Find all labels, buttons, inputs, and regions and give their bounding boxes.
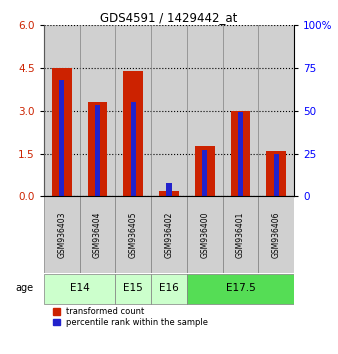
Bar	[159, 191, 179, 196]
Bar	[52, 68, 72, 196]
Bar	[166, 183, 172, 196]
Bar	[44, 25, 80, 196]
Bar	[273, 154, 279, 196]
Bar	[130, 102, 136, 196]
Bar	[88, 102, 107, 196]
Bar	[151, 25, 187, 196]
Title: GDS4591 / 1429442_at: GDS4591 / 1429442_at	[100, 11, 238, 24]
Text: GSM936403: GSM936403	[57, 211, 66, 258]
Text: E14: E14	[70, 283, 90, 293]
Bar	[223, 25, 258, 196]
Bar	[115, 274, 151, 304]
Text: GSM936402: GSM936402	[165, 211, 173, 258]
Legend: transformed count, percentile rank within the sample: transformed count, percentile rank withi…	[53, 308, 209, 327]
Bar	[195, 147, 215, 196]
Bar	[258, 25, 294, 196]
Bar	[187, 25, 223, 196]
Bar	[80, 196, 115, 273]
Bar	[202, 150, 208, 196]
Bar	[231, 111, 250, 196]
Text: GSM936406: GSM936406	[272, 211, 281, 258]
Bar	[115, 25, 151, 196]
Text: age: age	[15, 283, 33, 293]
Bar	[151, 196, 187, 273]
Text: GSM936405: GSM936405	[129, 211, 138, 258]
Bar	[258, 196, 294, 273]
Bar	[266, 151, 286, 196]
Text: E17.5: E17.5	[225, 283, 255, 293]
Bar	[44, 274, 115, 304]
Bar	[151, 274, 187, 304]
Bar	[80, 25, 115, 196]
Text: E16: E16	[159, 283, 179, 293]
Text: GSM936400: GSM936400	[200, 211, 209, 258]
Bar	[187, 274, 294, 304]
Bar	[115, 196, 151, 273]
Text: GSM936401: GSM936401	[236, 211, 245, 258]
Bar	[238, 112, 243, 196]
Bar	[187, 196, 223, 273]
Bar	[44, 196, 80, 273]
Text: GSM936404: GSM936404	[93, 211, 102, 258]
Text: E15: E15	[123, 283, 143, 293]
Bar	[123, 70, 143, 196]
Bar	[223, 196, 258, 273]
Bar	[95, 105, 100, 196]
Bar	[59, 80, 65, 196]
